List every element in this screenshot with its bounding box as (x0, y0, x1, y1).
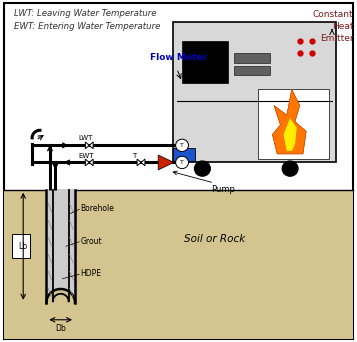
Polygon shape (46, 190, 75, 303)
Text: Soil or Rock: Soil or Rock (183, 234, 245, 245)
Text: T: T (180, 143, 184, 148)
Polygon shape (89, 142, 93, 149)
Bar (258, 89, 329, 159)
Bar (234, 53, 270, 63)
Polygon shape (141, 159, 145, 166)
Bar (182, 41, 227, 83)
Bar (4, 190, 353, 339)
Text: Constant: Constant (313, 10, 353, 19)
Circle shape (282, 161, 298, 176)
Text: LWT: Leaving Water Temperature: LWT: Leaving Water Temperature (14, 9, 157, 17)
Polygon shape (272, 89, 306, 154)
Bar (12, 234, 30, 258)
Text: Lb: Lb (19, 242, 28, 251)
Text: Heat: Heat (332, 22, 353, 31)
Bar (173, 148, 195, 161)
Text: Flow Meter: Flow Meter (150, 53, 207, 62)
Polygon shape (272, 89, 306, 154)
Text: LWT: LWT (79, 135, 93, 141)
Bar (173, 22, 336, 162)
Text: Pump: Pump (211, 185, 235, 194)
Circle shape (195, 161, 210, 176)
Polygon shape (85, 159, 89, 166)
Text: Borehole: Borehole (80, 204, 114, 213)
Polygon shape (85, 142, 89, 149)
Text: Db: Db (55, 324, 66, 333)
Polygon shape (158, 155, 174, 170)
Text: HDPE: HDPE (80, 269, 101, 278)
Polygon shape (137, 159, 141, 166)
Text: EWT: Entering Water Temperature: EWT: Entering Water Temperature (14, 22, 161, 31)
Circle shape (176, 139, 188, 152)
Polygon shape (284, 118, 297, 151)
Text: T: T (180, 160, 184, 165)
Text: Grout: Grout (80, 237, 102, 246)
Circle shape (176, 156, 188, 169)
Polygon shape (89, 159, 93, 166)
Text: Emitter: Emitter (320, 34, 353, 43)
Polygon shape (284, 118, 297, 151)
Text: EWT: EWT (79, 153, 94, 159)
Text: T: T (132, 153, 136, 159)
Bar (234, 66, 270, 75)
